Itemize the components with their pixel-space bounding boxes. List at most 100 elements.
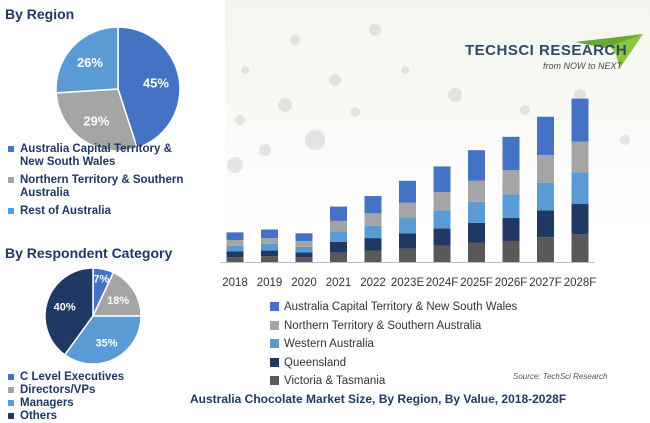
x-tick-label-2027f: 2027F (529, 277, 562, 289)
legend-label: Rest of Australia (20, 205, 111, 217)
pie-label-northern-territory-southern-australia: 29% (83, 113, 109, 128)
bar-segment-queensland-2027f (537, 210, 554, 238)
x-tick-label-2026f: 2026F (495, 277, 528, 289)
bar-segment-western-australia-2027f (537, 182, 554, 211)
brand-swoosh-icon (575, 34, 643, 68)
bar-segment-western-australia-2019 (261, 243, 278, 251)
bar-legend-item-western-australia: Western Australia (270, 335, 517, 354)
legend-label: Western Australia (284, 338, 374, 350)
pie-label-directors-vps: 18% (107, 295, 129, 307)
bar-segment-australia-capital-territory-new-south-wales-2027f (537, 116, 554, 155)
bar-segment-queensland-2024f (433, 228, 451, 246)
respondent-legend-item-c-level-executives: C Level Executives (8, 371, 124, 384)
x-tick-label-2028f: 2028F (564, 277, 597, 289)
region-legend: Australia Capital Territory & New South W… (8, 143, 183, 223)
pie-slice-rest-of-australia (55, 26, 119, 94)
bar-segment-australia-capital-territory-new-south-wales-2022 (364, 196, 382, 214)
legend-label: Australia Capital Territory & (20, 143, 172, 155)
bar-segment-northern-territory-southern-australia-2022 (364, 213, 382, 226)
bar-segment-victoria-tasmania-2018 (226, 257, 244, 262)
legend-swatch (270, 357, 279, 367)
legend-swatch (270, 339, 279, 348)
bar-segment-victoria-tasmania-2020 (295, 257, 313, 262)
legend-swatch (8, 208, 14, 214)
x-tick-label-2018: 2018 (222, 277, 248, 289)
left-panel: By Region 45% 29% 26% Australia Capital Te… (0, 0, 225, 422)
legend-swatch (8, 177, 14, 183)
legend-label: C Level Executives (20, 371, 125, 383)
x-tick-label-2021: 2021 (326, 277, 352, 289)
legend-label: Australia Capital Territory & New South … (284, 301, 518, 313)
bar-segment-victoria-tasmania-2025f (468, 242, 485, 262)
x-tick-label-2020: 2020 (291, 277, 317, 289)
bar-segment-australia-capital-territory-new-south-wales-2023e (399, 180, 416, 203)
bar-segment-australia-capital-territory-new-south-wales-2020 (295, 233, 313, 241)
legend-label: Northern Territory & Southern (20, 174, 184, 186)
bar-segment-victoria-tasmania-2028f (571, 234, 589, 262)
bar-segment-northern-territory-southern-australia-2026f (502, 170, 520, 195)
bar-legend-item-australia-capital-territory-new-south-wales: Australia Capital Territory & New South … (270, 298, 517, 317)
bar-segment-northern-territory-southern-australia-2021 (330, 220, 347, 232)
bar-segment-queensland-2023e (399, 233, 416, 249)
bar-segment-western-australia-2020 (295, 246, 313, 253)
pie-slice-directors-vps (91, 271, 142, 317)
legend-swatch (8, 146, 14, 152)
respondent-legend: C Level Executives Directors/VPs Managers O… (8, 371, 124, 423)
bar-segment-victoria-tasmania-2023e (399, 248, 416, 262)
legend-label: Others (20, 410, 58, 422)
legend-label: Northern Territory & Southern Australia (284, 319, 482, 332)
respondent-section-title: By Respondent Category (5, 245, 173, 261)
market-size-bar-chart: 2018 2019 2020 2021 2022 2023E 2024F 2025F 2026F… (220, 98, 597, 289)
legend-swatch (8, 374, 14, 380)
pie-label-c-level-executives: 7% (93, 273, 109, 285)
x-tick-label-2022: 2022 (360, 277, 386, 289)
bar-segment-australia-capital-territory-new-south-wales-2021 (330, 206, 347, 221)
bar-segment-queensland-2025f (468, 222, 485, 243)
respondent-legend-item-directors-vps: Directors/VPs (8, 384, 124, 397)
bar-chart-legend: Australia Capital Territory & New South … (270, 298, 517, 391)
legend-label: New South Wales (20, 156, 116, 168)
bar-segment-western-australia-2023e (399, 218, 416, 234)
legend-swatch (270, 320, 279, 330)
bar-segment-queensland-2018 (226, 251, 244, 258)
brand-logo: TECHSCI RESEARCH from NOW to NEXT (455, 28, 645, 78)
respondent-legend-item-managers: Managers (8, 397, 124, 410)
bar-segment-victoria-tasmania-2024f (433, 245, 451, 262)
bar-segment-western-australia-2021 (330, 231, 347, 242)
brand-name: TECHSCI RESEARCH (465, 42, 628, 59)
bar-segment-queensland-2028f (571, 203, 589, 235)
source-note: Source: TechSci Research (513, 372, 608, 381)
pie-label-others: 40% (54, 302, 76, 314)
bar-legend-item-victoria-tasmania: Victoria & Tasmania (270, 372, 517, 391)
bar-segment-northern-territory-southern-australia-2027f (537, 154, 554, 183)
bar-segment-queensland-2020 (295, 252, 313, 258)
legend-swatch (8, 387, 14, 393)
bar-segment-western-australia-2028f (571, 172, 589, 204)
legend-swatch (270, 376, 279, 385)
bar-segment-northern-territory-southern-australia-2019 (261, 238, 278, 244)
legend-label: Managers (20, 397, 74, 409)
bar-segment-australia-capital-territory-new-south-wales-2018 (226, 232, 244, 241)
region-legend-item-northern-territory-southern-australia: Northern Territory & Southern Australia (8, 174, 183, 200)
legend-label: Directors/VPs (20, 384, 96, 396)
bar-segment-northern-territory-southern-australia-2028f (571, 141, 589, 173)
bar-segment-northern-territory-southern-australia-2020 (295, 240, 313, 247)
chart-caption: Australia Chocolate Market Size, By Regi… (190, 392, 567, 406)
respondent-pie-chart: 7% 18% 35% 40% (44, 267, 142, 365)
legend-swatch (8, 413, 14, 419)
region-pie-chart: 45% 29% 26% (55, 26, 181, 152)
bar-segment-western-australia-2024f (433, 210, 451, 229)
pie-slice-australia-capital-territory-new-south-wales (117, 26, 181, 149)
background-decoration (227, 24, 630, 173)
bar-segment-northern-territory-southern-australia-2025f (468, 180, 485, 202)
x-tick-label-2023e: 2023E (391, 277, 425, 289)
brand-tagline: from NOW to NEXT (543, 61, 623, 71)
x-tick-label-2025f: 2025F (460, 277, 493, 289)
bar-segment-northern-territory-southern-australia-2024f (433, 192, 451, 211)
bar-segment-northern-territory-southern-australia-2018 (226, 240, 244, 246)
legend-swatch (8, 400, 14, 406)
bar-segment-victoria-tasmania-2021 (330, 252, 347, 262)
bar-segment-queensland-2019 (261, 250, 278, 257)
bar-segment-queensland-2021 (330, 241, 347, 253)
bar-segment-western-australia-2026f (502, 194, 520, 219)
